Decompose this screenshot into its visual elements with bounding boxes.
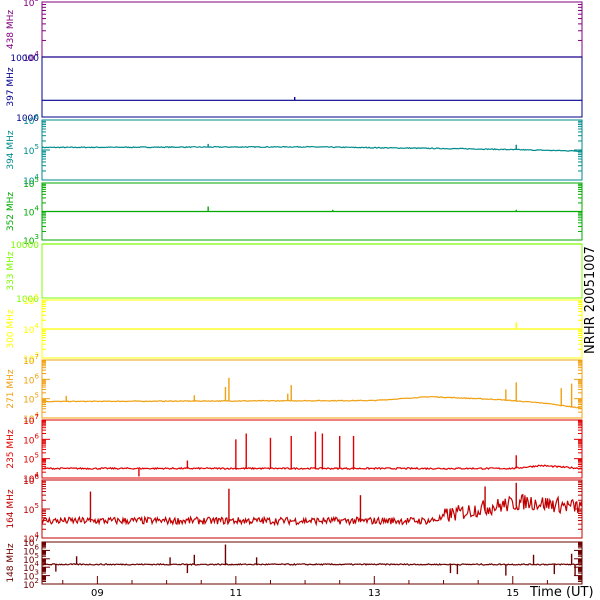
x-tick-label: 13 [368, 588, 381, 599]
panel-438-mhz: 104105438 MHz [6, 0, 583, 64]
y-tick-label: 104 [23, 322, 39, 336]
panel-label: 148 MHz [6, 543, 16, 583]
y-tick-label: 106 [23, 432, 39, 446]
panel-label: 235 MHz [6, 429, 16, 469]
y-tick-label: 104 [23, 205, 39, 219]
x-axis-label: Time (UT) [529, 585, 594, 600]
y-tick-label: 1000 [16, 114, 39, 124]
panel-label: 300 MHz [6, 309, 16, 349]
panel-label: 394 MHz [6, 130, 16, 170]
series-line [41, 493, 583, 527]
series-line [41, 464, 583, 471]
series-line [41, 396, 583, 410]
y-tick-label: 105 [23, 392, 39, 406]
series-line [41, 145, 583, 153]
panel-397-mhz: 1000 10000 397 MHz [6, 54, 583, 124]
y-tick-label: 105 [23, 502, 39, 516]
x-tick-label: 09 [91, 588, 104, 599]
panel-label: 164 MHz [6, 489, 16, 529]
panel-label: 352 MHz [6, 192, 16, 232]
x-tick-label: 15 [506, 588, 519, 599]
x-tick-label: 11 [229, 588, 242, 599]
y-tick-label: 1000 [16, 295, 39, 305]
panel-label: 271 MHz [6, 369, 16, 409]
panel-frame [41, 359, 583, 419]
y-tick-label: 10000 [10, 241, 39, 251]
panel-frame [41, 56, 583, 118]
panel-label: 333 MHz [6, 251, 16, 291]
panel-label: 438 MHz [6, 10, 16, 50]
panel-label: 397 MHz [6, 67, 16, 107]
panel-frame [41, 541, 583, 585]
y-tick-label: 105 [23, 143, 39, 157]
y-tick-label: 10000 [10, 54, 39, 64]
y-tick-label: 106 [23, 372, 39, 386]
panel-frame [41, 243, 583, 299]
y-tick-label: 105 [23, 452, 39, 466]
x-axis: 09 11 13 15 [62, 576, 583, 599]
panel-frame [41, 119, 583, 181]
chart-title: NRHR 20051007 [583, 246, 598, 354]
y-tick-label: 105 [23, 0, 39, 9]
panel-frame [41, 1, 583, 58]
series-line [41, 562, 583, 566]
